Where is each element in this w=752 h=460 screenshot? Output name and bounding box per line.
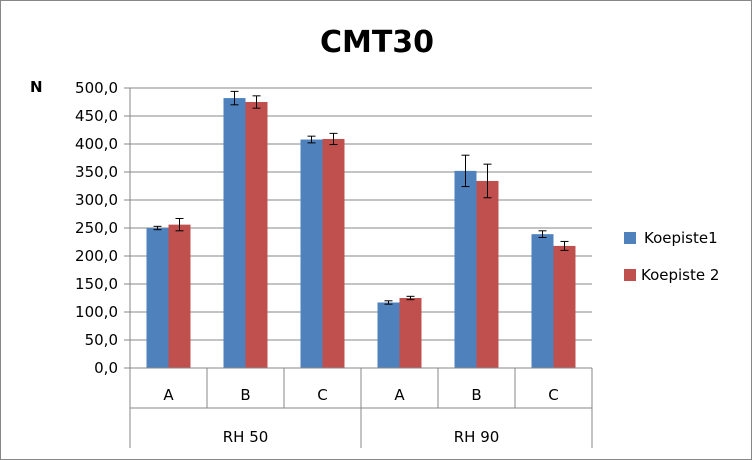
y-axis-label: N <box>30 78 43 96</box>
category-labels: A B C A B C RH 50 RH 90 <box>163 386 558 446</box>
legend-label: Koepiste 2 <box>641 266 719 284</box>
category-label: C <box>548 386 558 404</box>
bar-koepiste-2 <box>322 138 345 368</box>
bar-koepiste-2 <box>476 180 499 368</box>
y-tick-label: 150,0 <box>75 275 118 293</box>
y-tick-labels: 0,0 50,0 100,0 150,0 200,0 250,0 300,0 350,0 400… <box>75 79 118 377</box>
y-tick-label: 200,0 <box>75 247 118 265</box>
bar-koepiste1 <box>454 170 477 368</box>
bar-koepiste1 <box>377 302 400 368</box>
legend: Koepiste1 Koepiste 2 <box>624 229 719 284</box>
group-label: RH 50 <box>223 428 269 446</box>
category-label: A <box>163 386 174 404</box>
y-tick-label: 50,0 <box>85 331 118 349</box>
y-tick-label: 0,0 <box>94 359 118 377</box>
y-tick-label: 500,0 <box>75 79 118 97</box>
y-tick-label: 450,0 <box>75 107 118 125</box>
y-tick-label: 300,0 <box>75 191 118 209</box>
error-bars <box>153 90 569 305</box>
bars <box>146 98 576 368</box>
bar-koepiste1 <box>146 228 169 368</box>
bar-koepiste-2 <box>168 224 191 368</box>
category-label: C <box>317 386 327 404</box>
y-tick-label: 400,0 <box>75 135 118 153</box>
y-tick-label: 100,0 <box>75 303 118 321</box>
bar-koepiste1 <box>223 98 246 368</box>
category-label: B <box>240 386 250 404</box>
legend-swatch <box>624 232 636 244</box>
gridlines <box>124 87 592 369</box>
legend-label: Koepiste1 <box>644 229 718 247</box>
category-label: A <box>394 386 405 404</box>
bar-koepiste-2 <box>399 298 422 368</box>
legend-swatch <box>624 269 636 281</box>
bar-koepiste1 <box>531 234 554 368</box>
chart-title: CMT30 <box>320 25 434 60</box>
category-label: B <box>471 386 481 404</box>
group-label: RH 90 <box>454 428 500 446</box>
axes <box>129 88 593 448</box>
y-tick-label: 250,0 <box>75 219 118 237</box>
bar-koepiste-2 <box>245 102 268 368</box>
y-tick-label: 350,0 <box>75 163 118 181</box>
bar-koepiste1 <box>300 139 323 368</box>
bar-koepiste-2 <box>553 245 576 368</box>
